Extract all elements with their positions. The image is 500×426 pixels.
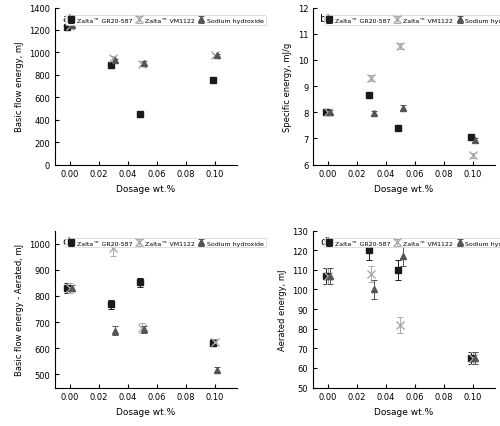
- Y-axis label: Specific energy, mJ/g: Specific energy, mJ/g: [284, 42, 292, 131]
- Text: c): c): [62, 236, 72, 246]
- Text: a): a): [62, 13, 72, 23]
- Y-axis label: Basic flow energy - Aerated, mJ: Basic flow energy - Aerated, mJ: [14, 243, 24, 375]
- X-axis label: Dosage wt.%: Dosage wt.%: [374, 184, 434, 193]
- X-axis label: Dosage wt.%: Dosage wt.%: [374, 407, 434, 416]
- X-axis label: Dosage wt.%: Dosage wt.%: [116, 184, 176, 193]
- Text: d): d): [320, 236, 331, 246]
- Legend: Zalta™ GR20-587, Zalta™ VM1122, Sodium hydroxide: Zalta™ GR20-587, Zalta™ VM1122, Sodium h…: [66, 239, 266, 248]
- Text: b): b): [320, 13, 331, 23]
- X-axis label: Dosage wt.%: Dosage wt.%: [116, 407, 176, 416]
- Legend: Zalta™ GR20-587, Zalta™ VM1122, Sodium hydroxide: Zalta™ GR20-587, Zalta™ VM1122, Sodium h…: [66, 16, 266, 26]
- Legend: Zalta™ GR20-587, Zalta™ VM1122, Sodium hydroxide: Zalta™ GR20-587, Zalta™ VM1122, Sodium h…: [324, 239, 500, 248]
- Legend: Zalta™ GR20-587, Zalta™ VM1122, Sodium hydroxide: Zalta™ GR20-587, Zalta™ VM1122, Sodium h…: [324, 16, 500, 26]
- Y-axis label: Basic flow energy, mJ: Basic flow energy, mJ: [14, 42, 24, 132]
- Y-axis label: Aerated energy, mJ: Aerated energy, mJ: [278, 269, 287, 350]
